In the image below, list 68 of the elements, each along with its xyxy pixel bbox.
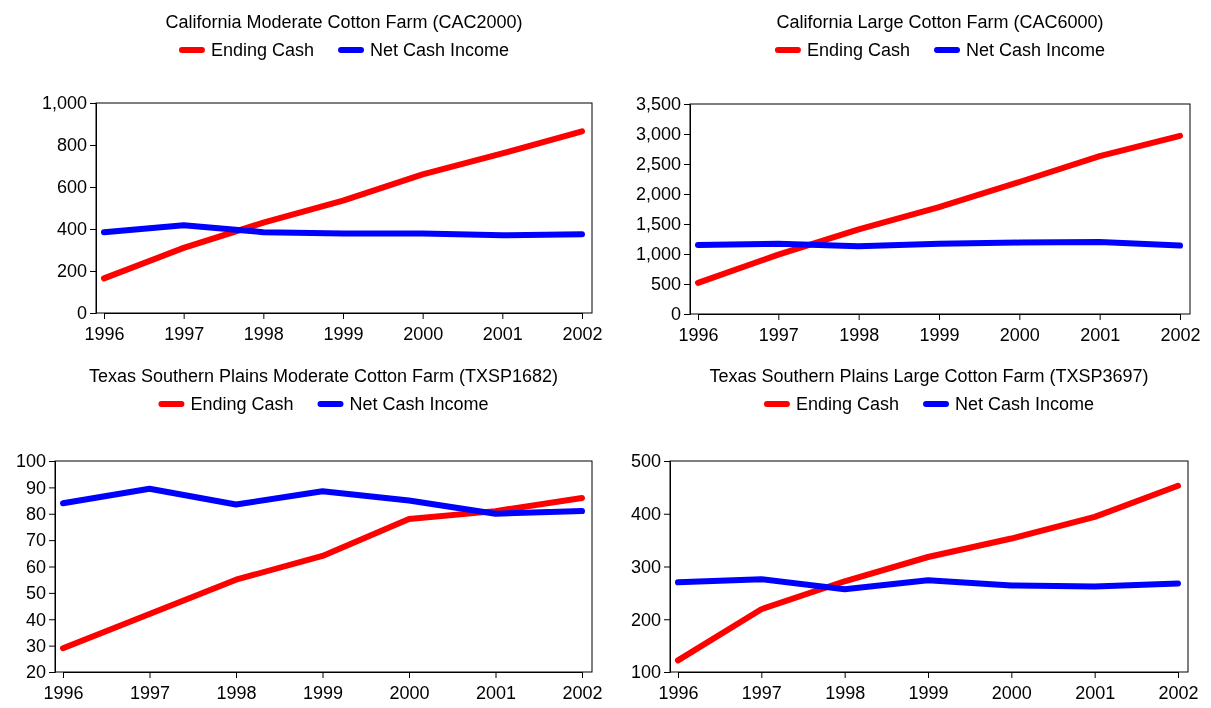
y-tick-label: 100 — [630, 662, 661, 683]
chart-title: Texas Southern Plains Large Cotton Farm (TXSP3697) — [709, 366, 1149, 386]
x-tick-label: 1997 — [758, 325, 799, 345]
x-tick-label: 2000 — [403, 324, 444, 344]
x-tick-label: 1998 — [825, 683, 866, 703]
x-tick-label: 1998 — [216, 683, 257, 703]
x-tick-label: 2002 — [1158, 683, 1199, 703]
y-tick-label: 80 — [25, 504, 46, 525]
legend-label: Net Cash Income — [370, 40, 510, 60]
y-tick-label: 2,500 — [635, 154, 681, 175]
x-tick-label: 1996 — [43, 683, 84, 703]
x-tick-label: 2002 — [562, 324, 603, 344]
y-tick-label: 300 — [630, 556, 661, 577]
x-tick-label: 2000 — [991, 683, 1032, 703]
chart-title: California Large Cotton Farm (CAC6000) — [776, 12, 1104, 32]
legend-label: Ending Cash — [190, 394, 294, 414]
legend-label: Ending Cash — [795, 394, 900, 414]
x-tick-label: 1997 — [164, 324, 205, 344]
legend-label: Ending Cash — [210, 40, 315, 60]
x-tick-label: 1998 — [243, 324, 284, 344]
x-tick-label: 1999 — [908, 683, 949, 703]
y-tick-label: 400 — [630, 504, 661, 525]
y-tick-label: 1,500 — [635, 214, 681, 235]
y-tick-label: 20 — [25, 662, 46, 683]
x-tick-label: 2001 — [475, 683, 517, 703]
y-tick-label: 500 — [630, 451, 661, 472]
legend-label: Net Cash Income — [955, 394, 1095, 414]
y-tick-label: 3,500 — [635, 94, 681, 115]
y-tick-label: 0 — [76, 303, 87, 324]
legend-label: Net Cash Income — [349, 394, 489, 414]
x-tick-label: 1997 — [741, 683, 782, 703]
x-tick-label: 2001 — [482, 324, 523, 344]
y-tick-label: 200 — [56, 261, 87, 282]
y-tick-label: 400 — [56, 219, 87, 240]
x-tick-label: 1999 — [323, 324, 364, 344]
x-tick-label: 2001 — [1080, 325, 1121, 345]
y-tick-label: 40 — [25, 609, 46, 630]
y-tick-label: 1,000 — [635, 244, 681, 265]
y-tick-label: 70 — [25, 530, 46, 551]
chart-title: California Moderate Cotton Farm (CAC2000) — [165, 12, 523, 32]
x-tick-label: 2002 — [1160, 325, 1201, 345]
chart-title: Texas Southern Plains Moderate Cotton Farm (TXSP1682) — [88, 366, 559, 386]
y-tick-label: 200 — [630, 609, 661, 630]
y-tick-label: 800 — [56, 135, 87, 156]
x-tick-label: 1996 — [658, 683, 699, 703]
y-tick-label: 500 — [650, 274, 681, 295]
y-tick-label: 100 — [15, 451, 46, 472]
legend-label: Net Cash Income — [966, 40, 1106, 60]
y-tick-label: 90 — [25, 477, 46, 498]
y-tick-label: 50 — [25, 583, 46, 604]
x-tick-label: 2000 — [999, 325, 1040, 345]
x-tick-label: 1998 — [839, 325, 880, 345]
x-tick-label: 2001 — [1075, 683, 1116, 703]
y-tick-label: 600 — [56, 177, 87, 198]
y-tick-label: 1,000 — [41, 93, 87, 114]
y-tick-label: 30 — [25, 635, 46, 656]
y-tick-label: 0 — [670, 304, 681, 325]
y-tick-label: 3,000 — [635, 124, 681, 145]
x-tick-label: 1999 — [919, 325, 960, 345]
y-tick-label: 60 — [25, 556, 46, 577]
x-tick-label: 1996 — [84, 324, 125, 344]
legend-label: Ending Cash — [806, 40, 911, 60]
y-tick-label: 2,000 — [635, 184, 681, 205]
x-tick-label: 1997 — [129, 683, 171, 703]
x-tick-label: 1996 — [678, 325, 719, 345]
x-tick-label: 1999 — [302, 683, 344, 703]
x-tick-label: 2002 — [562, 683, 603, 703]
x-tick-label: 2000 — [389, 683, 430, 703]
